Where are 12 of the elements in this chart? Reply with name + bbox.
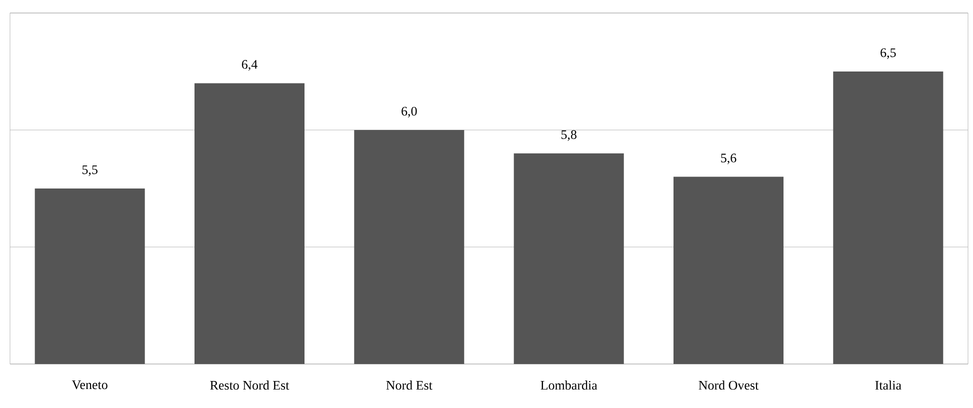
data-label: 5,6: [721, 154, 736, 164]
data-label: 6,5: [880, 48, 896, 59]
x-tick-label: Lombardia: [540, 380, 598, 390]
x-tick-label: Nord Ovest: [698, 380, 759, 390]
x-tick-label: Veneto: [72, 380, 108, 390]
x-tick-label: Italia: [875, 380, 902, 390]
x-tick-label: Resto Nord Est: [210, 380, 290, 390]
data-label: 5,5: [82, 165, 98, 176]
data-label: 5,8: [561, 130, 576, 141]
x-tick-label: Nord Est: [386, 380, 432, 390]
data-label: 6,0: [402, 106, 417, 118]
data-label: 6,4: [242, 60, 258, 71]
